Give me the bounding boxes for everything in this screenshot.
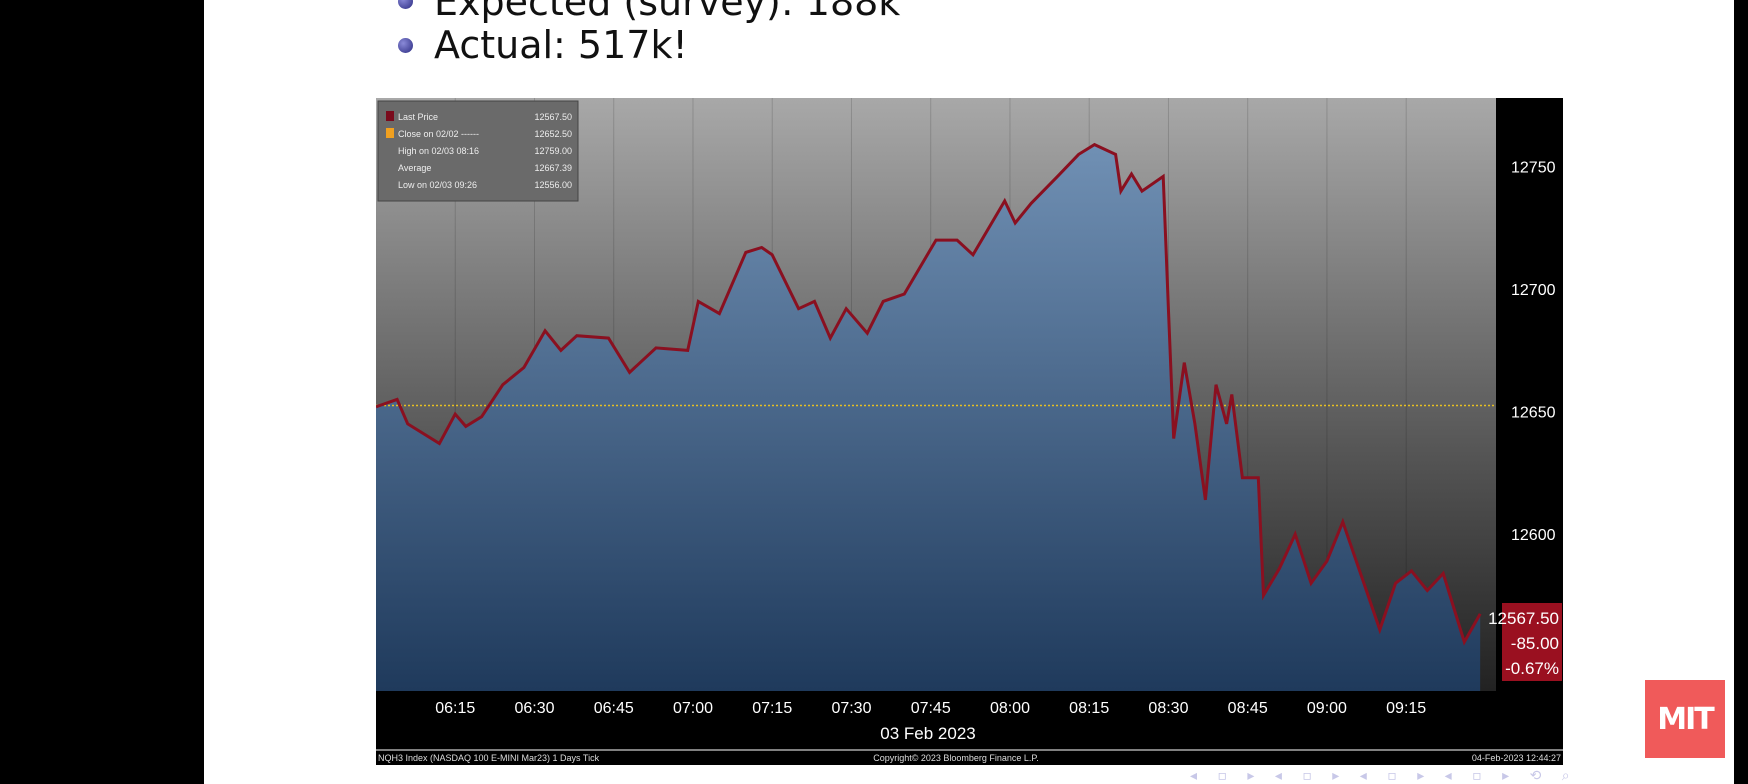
legend-value: 12652.50	[534, 129, 572, 139]
legend-label: Low on 02/03 09:26	[398, 180, 477, 190]
bloomberg-chart: 06:15 06:30 06:45 07:00 07:15 07:30 07:45 08:00…	[376, 98, 1563, 765]
bullet-icon	[398, 38, 413, 53]
legend-label: High on 02/03 08:16	[398, 146, 479, 156]
mit-logo: MIT	[1645, 680, 1725, 758]
legend-value: 12667.39	[534, 163, 572, 173]
footer-timestamp: 04-Feb-2023 12:44:27	[1472, 753, 1561, 763]
x-tick-label: 07:15	[752, 700, 792, 717]
legend: Last Price 12567.50 Close on 02/02 ------ 1…	[377, 100, 579, 202]
price-area	[376, 144, 1481, 692]
bullet-icon	[398, 0, 413, 9]
x-tick-label: 06:45	[594, 700, 634, 717]
x-axis-label: 03 Feb 2023	[880, 724, 975, 743]
legend-label: Average	[398, 163, 431, 173]
x-tick-label: 07:45	[911, 700, 951, 717]
y-tick-label: 12600	[1511, 527, 1556, 544]
last-price-change: -85.00	[1511, 634, 1559, 653]
x-tick-label: 08:15	[1069, 700, 1109, 717]
bullet-expected: Expected (survey): 188k	[434, 0, 901, 24]
legend-value: 12759.00	[534, 146, 572, 156]
bullet-actual: Actual: 517k!	[434, 23, 688, 67]
x-tick-label: 09:15	[1386, 700, 1426, 717]
last-price-value: 12567.50	[1488, 609, 1559, 628]
last-price-pct-change: -0.67%	[1505, 659, 1559, 678]
legend-label: Last Price	[398, 112, 438, 122]
x-tick-label: 07:00	[673, 700, 713, 717]
legend-value: 12567.50	[534, 112, 572, 122]
legend-swatch	[386, 128, 394, 138]
x-tick-label: 06:30	[514, 700, 554, 717]
beamer-navigation[interactable]: ◂ ▫ ▸ ◂ ▫ ▸ ◂ ▫ ▸ ◂ ▫ ▸ ⟲ ⌕	[1190, 768, 1578, 784]
legend-value: 12556.00	[534, 180, 572, 190]
x-tick-label: 08:00	[990, 700, 1030, 717]
last-price-bg	[1502, 603, 1562, 681]
price-line	[376, 142, 1482, 646]
x-tick-label: 09:00	[1307, 700, 1347, 717]
x-tick-label: 07:30	[831, 700, 871, 717]
legend-swatch	[386, 111, 394, 121]
last-price-box: 12567.50 -85.00 -0.67%	[1488, 603, 1562, 681]
y-tick-label: 12650	[1511, 405, 1556, 422]
y-tick-label: 12750	[1511, 160, 1556, 177]
y-tick-label: 12700	[1511, 282, 1556, 299]
footer-copyright: Copyright© 2023 Bloomberg Finance L.P.	[873, 753, 1039, 763]
legend-label: Close on 02/02 ------	[398, 129, 479, 139]
legend-box	[377, 100, 579, 202]
x-tick-label: 06:15	[435, 700, 475, 717]
x-tick-label: 08:45	[1228, 700, 1268, 717]
x-tick-label: 08:30	[1148, 700, 1188, 717]
footer-ticker: NQH3 Index (NASDAQ 100 E-MINI Mar23) 1 D…	[378, 753, 600, 763]
